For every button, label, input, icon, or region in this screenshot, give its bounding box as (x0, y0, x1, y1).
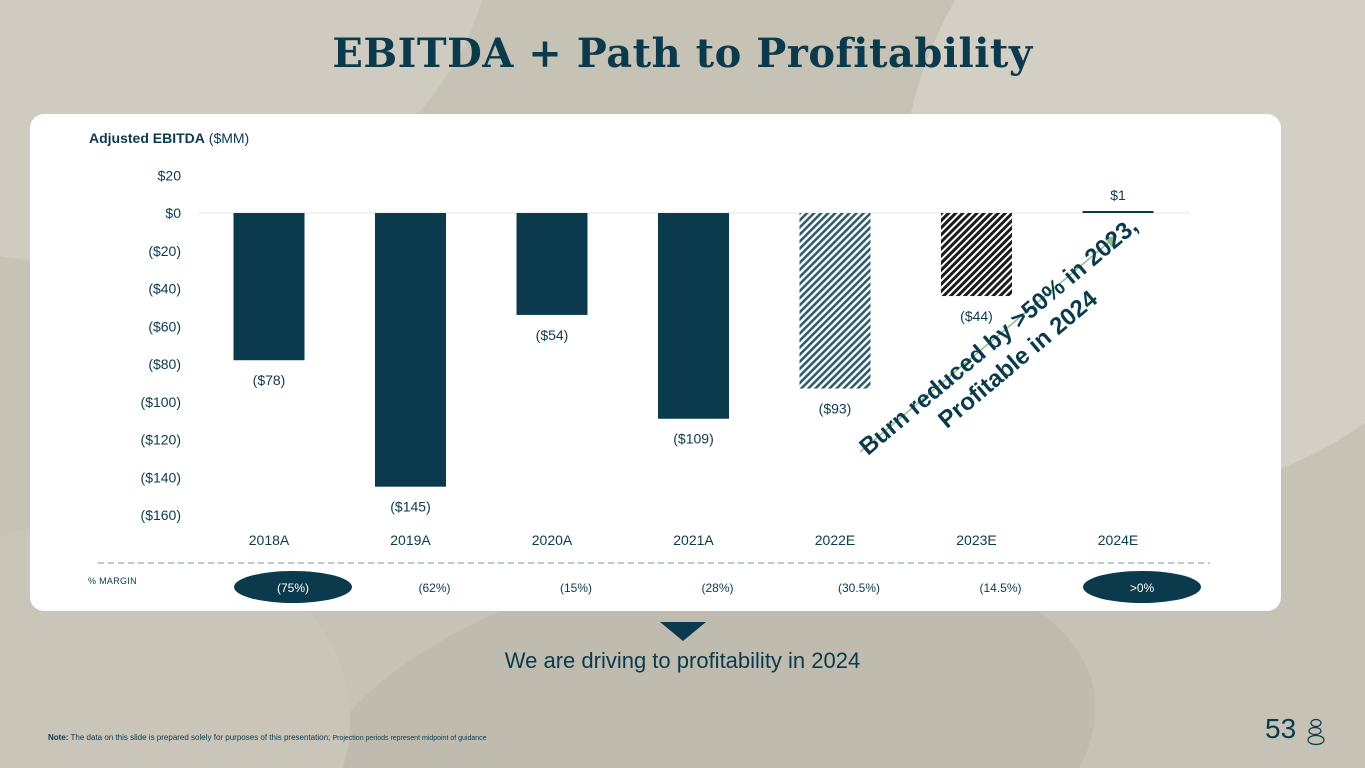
margin-value: (62%) (418, 581, 450, 595)
data-label: ($78) (253, 372, 286, 388)
y-tick-label: ($60) (148, 318, 181, 334)
note-small-text: Projection periods represent midpoint of… (332, 735, 487, 742)
bar-2020A (516, 213, 588, 315)
x-tick-label: 2023E (956, 532, 996, 548)
bar-2024E (1082, 211, 1154, 213)
x-tick-label: 2021A (673, 532, 714, 548)
data-label: $1 (1110, 187, 1126, 203)
slide-subtitle: We are driving to profitability in 2024 (504, 648, 861, 673)
x-tick-label: 2022E (815, 532, 855, 548)
margin-value: (15%) (560, 581, 592, 595)
margin-value: (14.5%) (979, 581, 1021, 595)
margin-highlight-pill (1083, 571, 1201, 603)
bar-2018A (233, 213, 305, 361)
y-tick-label: ($140) (141, 469, 181, 485)
footnote: Note: The data on this slide is prepared… (48, 733, 487, 742)
data-label: ($54) (536, 327, 569, 343)
margin-highlight-pill (234, 571, 352, 603)
chart-title-unit: ($MM) (204, 130, 250, 146)
y-tick-label: ($160) (141, 507, 181, 523)
x-tick-label: 2019A (390, 532, 431, 548)
margin-row-label: % MARGIN (88, 576, 137, 586)
y-tick-label: ($40) (148, 281, 181, 297)
y-tick-label: ($80) (148, 356, 181, 372)
y-tick-label: ($20) (148, 243, 181, 259)
note-label: Note: (48, 733, 69, 742)
y-tick-label: ($120) (141, 432, 181, 448)
y-tick-label: ($100) (141, 394, 181, 410)
margin-value: (75%) (277, 581, 309, 595)
bar-2022E (799, 213, 871, 389)
data-label: ($93) (819, 401, 852, 417)
y-tick-label: $0 (165, 205, 181, 221)
margin-value: (30.5%) (838, 581, 880, 595)
y-tick-label: $20 (158, 167, 182, 183)
page-number: 53 (1265, 713, 1297, 744)
chart-card (30, 114, 1281, 611)
x-tick-label: 2020A (532, 532, 573, 548)
trend-arrow (859, 235, 1118, 453)
bar-2023E (941, 213, 1012, 297)
stacked-stones-logo-icon (1307, 718, 1325, 746)
x-tick-label: 2024E (1098, 532, 1138, 548)
bar-2021A (658, 213, 729, 419)
down-arrow-icon (660, 622, 706, 641)
margin-value: >0% (1130, 581, 1155, 595)
slide-title: EBITDA + Path to Profitability (332, 30, 1033, 77)
data-label: ($145) (390, 499, 430, 515)
x-tick-label: 2018A (249, 532, 290, 548)
margin-value: (28%) (701, 581, 733, 595)
chart-title: Adjusted EBITDA ($MM) (89, 130, 249, 146)
chart-title-bold: Adjusted EBITDA (89, 130, 205, 146)
bar-2019A (375, 213, 446, 487)
data-label: ($109) (673, 431, 713, 447)
note-text: The data on this slide is prepared solel… (68, 733, 333, 742)
data-label: ($44) (960, 308, 993, 324)
